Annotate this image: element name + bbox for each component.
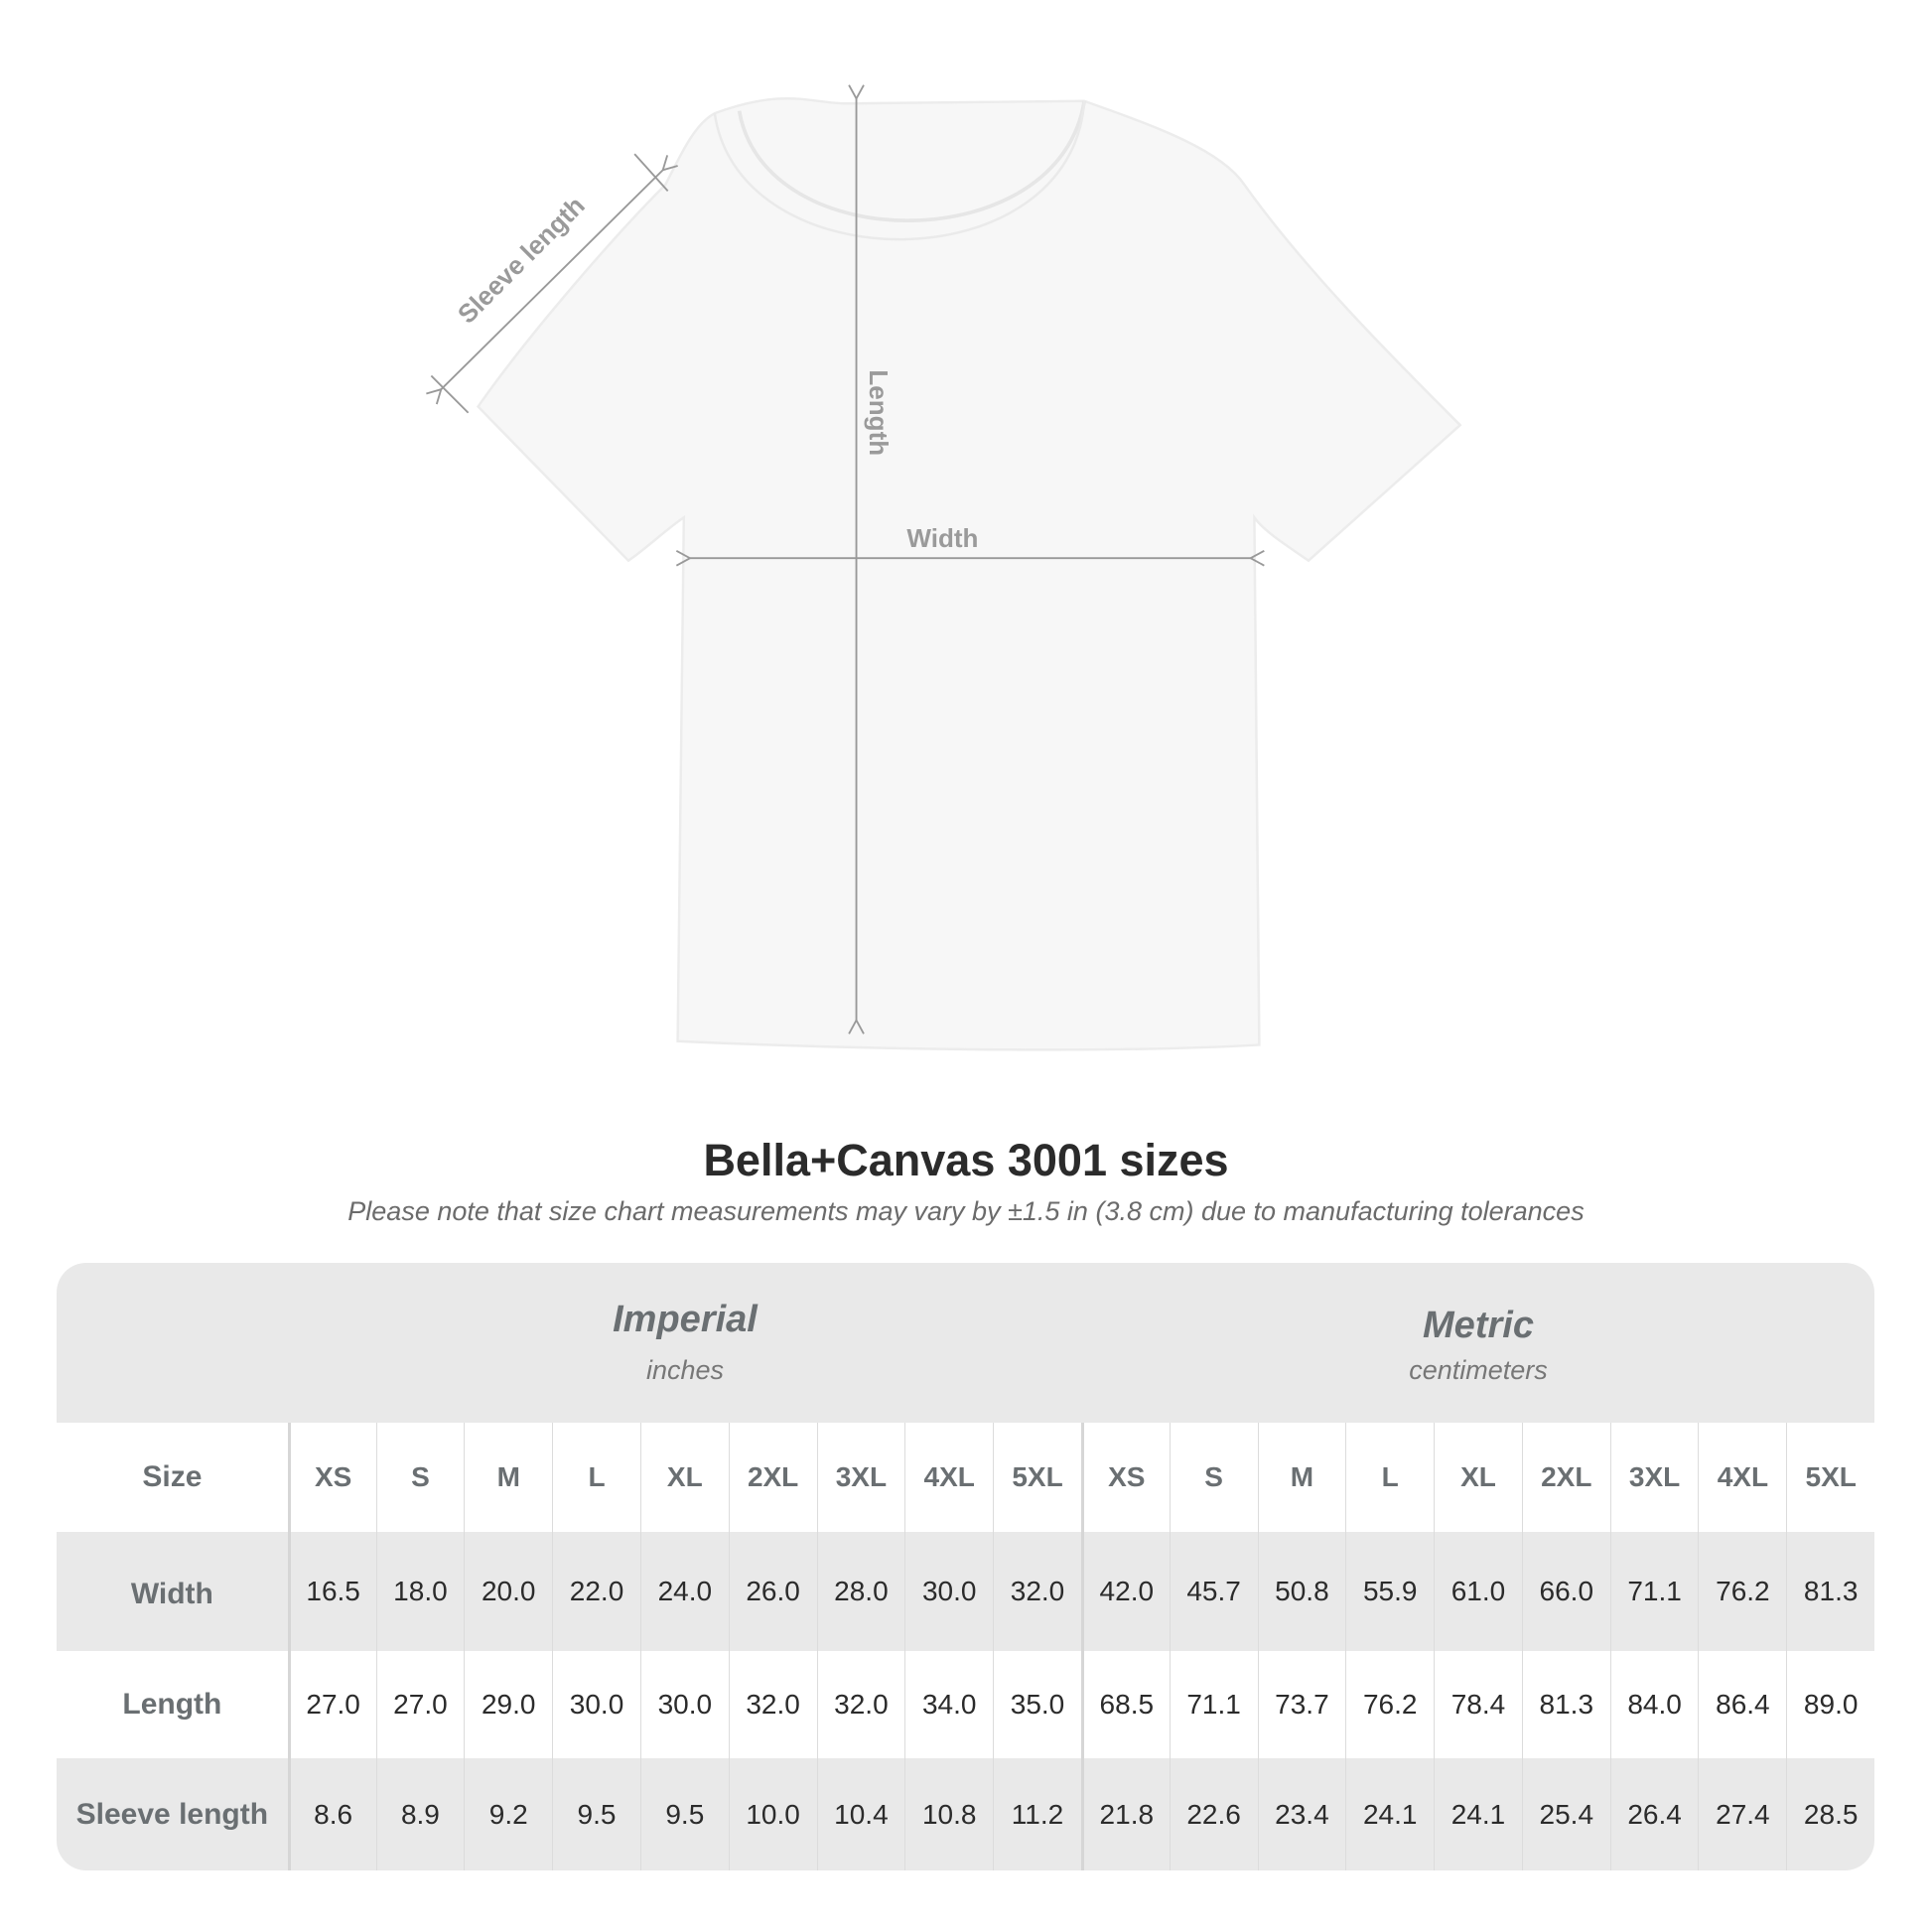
table-cell: 68.5 — [1080, 1651, 1170, 1758]
table-cell: 21.8 — [1080, 1758, 1170, 1870]
table-cell: 81.3 — [1521, 1651, 1610, 1758]
table-cell: 10.4 — [816, 1758, 905, 1870]
table-cell: 26.0 — [728, 1532, 817, 1651]
table-cell: 76.2 — [1345, 1651, 1434, 1758]
table-cell: 24.1 — [1345, 1758, 1434, 1870]
table-cell: 78.4 — [1434, 1651, 1522, 1758]
table-row: Length 27.0 27.0 29.0 30.0 30.0 32.0 32.0 34.0 35… — [57, 1651, 1874, 1758]
table-cell: 30.0 — [904, 1532, 993, 1651]
table-cell: 32.0 — [993, 1532, 1081, 1651]
size-table: Imperial inches Metric centimeters Size X… — [57, 1263, 1874, 1870]
size-column-header: 4XL — [904, 1423, 993, 1532]
table-cell: 81.3 — [1786, 1532, 1874, 1651]
size-column-header: S — [375, 1423, 465, 1532]
table-cell: 84.0 — [1609, 1651, 1699, 1758]
size-column-header: S — [1169, 1423, 1258, 1532]
table-cell: 11.2 — [993, 1758, 1081, 1870]
size-header-row: Size XS S M L XL 2XL 3XL 4XL 5XL XS S M L XL 2XL 3XL 4XL 5… — [57, 1423, 1874, 1532]
table-cell: 9.5 — [552, 1758, 640, 1870]
tolerance-note: Please note that size chart measurements… — [347, 1196, 1585, 1226]
size-column-header: L — [1345, 1423, 1434, 1532]
table-cell: 35.0 — [993, 1651, 1081, 1758]
table-cell: 25.4 — [1521, 1758, 1610, 1870]
size-column-header: XS — [287, 1423, 376, 1532]
table-cell: 23.4 — [1257, 1758, 1346, 1870]
length-label: Length — [864, 369, 894, 456]
table-cell: 32.0 — [728, 1651, 817, 1758]
table-cell: 73.7 — [1257, 1651, 1346, 1758]
size-column-header: XS — [1080, 1423, 1170, 1532]
metric-title: Metric — [1423, 1305, 1534, 1346]
table-cell: 55.9 — [1345, 1532, 1434, 1651]
table-cell: 61.0 — [1434, 1532, 1522, 1651]
table-cell: 71.1 — [1609, 1532, 1699, 1651]
table-cell: 71.1 — [1169, 1651, 1258, 1758]
metric-header: Metric centimeters — [1082, 1305, 1874, 1386]
table-row: Width 16.5 18.0 20.0 22.0 24.0 26.0 28.0 30.0 32.… — [57, 1532, 1874, 1651]
size-column-header: 3XL — [816, 1423, 905, 1532]
size-column-header: 3XL — [1609, 1423, 1699, 1532]
table-cell: 34.0 — [904, 1651, 993, 1758]
unit-header: Imperial inches Metric centimeters — [57, 1263, 1874, 1423]
imperial-title: Imperial — [613, 1299, 758, 1340]
table-cell: 22.6 — [1169, 1758, 1258, 1870]
size-column-header: M — [1257, 1423, 1346, 1532]
row-label: Size — [142, 1460, 203, 1493]
size-column-header: 5XL — [993, 1423, 1081, 1532]
table-cell: 30.0 — [552, 1651, 640, 1758]
table-cell: 50.8 — [1257, 1532, 1346, 1651]
table-cell: 9.5 — [639, 1758, 729, 1870]
table-cell: 30.0 — [639, 1651, 729, 1758]
width-label: Width — [906, 523, 978, 553]
table-cell: 89.0 — [1786, 1651, 1874, 1758]
table-cell: 28.5 — [1786, 1758, 1874, 1870]
table-cell: 24.0 — [639, 1532, 729, 1651]
size-column-header: 2XL — [728, 1423, 817, 1532]
table-cell: 76.2 — [1698, 1532, 1786, 1651]
table-cell: 27.0 — [287, 1651, 376, 1758]
table-cell: 16.5 — [287, 1532, 376, 1651]
table-row: Sleeve length 8.6 8.9 9.2 9.5 9.5 10.0 10.4 10.8… — [57, 1758, 1874, 1870]
table-cell: 27.0 — [375, 1651, 465, 1758]
metric-unit: centimeters — [1409, 1355, 1548, 1385]
size-column-header: L — [552, 1423, 640, 1532]
table-cell: 9.2 — [464, 1758, 552, 1870]
table-cell: 86.4 — [1698, 1651, 1786, 1758]
page-title: Bella+Canvas 3001 sizes — [703, 1135, 1229, 1185]
size-column-header: M — [464, 1423, 552, 1532]
table-cell: 66.0 — [1521, 1532, 1610, 1651]
table-cell: 28.0 — [816, 1532, 905, 1651]
table-cell: 8.6 — [287, 1758, 376, 1870]
imperial-unit: inches — [645, 1355, 725, 1385]
tshirt-image — [476, 97, 1462, 1051]
table-cell: 42.0 — [1080, 1532, 1170, 1651]
row-label: Length — [122, 1688, 222, 1721]
table-cell: 24.1 — [1434, 1758, 1522, 1870]
imperial-header: Imperial inches — [288, 1299, 1082, 1386]
table-cell: 20.0 — [464, 1532, 552, 1651]
row-label: Width — [130, 1578, 213, 1610]
table-cell: 29.0 — [464, 1651, 552, 1758]
size-column-header: 5XL — [1786, 1423, 1874, 1532]
table-cell: 8.9 — [375, 1758, 465, 1870]
sleeve-arrow — [441, 170, 662, 389]
size-column-header: XL — [639, 1423, 729, 1532]
table-cell: 18.0 — [375, 1532, 465, 1651]
size-column-header: 4XL — [1698, 1423, 1786, 1532]
table-cell: 45.7 — [1169, 1532, 1258, 1651]
size-column-header: 2XL — [1521, 1423, 1610, 1532]
size-column-header: XL — [1434, 1423, 1522, 1532]
table-cell: 27.4 — [1698, 1758, 1786, 1870]
table-cell: 10.0 — [728, 1758, 817, 1870]
row-label: Sleeve length — [75, 1797, 269, 1831]
table-cell: 10.8 — [904, 1758, 993, 1870]
table-cell: 26.4 — [1609, 1758, 1699, 1870]
table-cell: 32.0 — [816, 1651, 905, 1758]
table-cell: 22.0 — [552, 1532, 640, 1651]
